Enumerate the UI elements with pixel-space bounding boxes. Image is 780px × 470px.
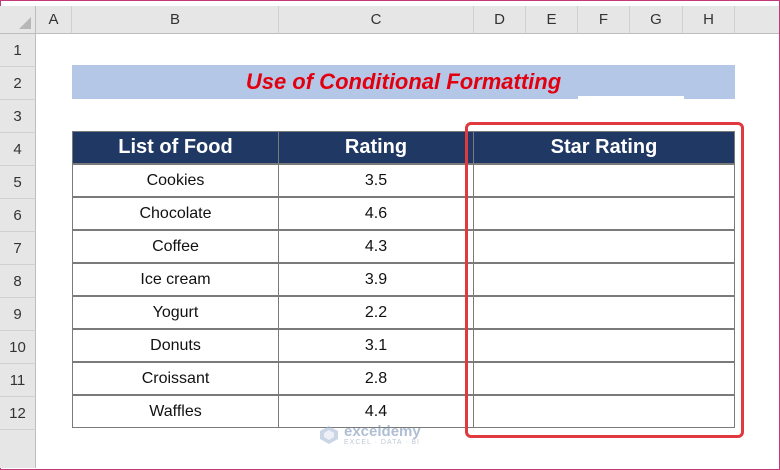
row-header-blank [0,430,36,468]
exceldemy-logo-icon [320,426,338,444]
watermark: exceldemy EXCEL · DATA · BI [318,424,421,446]
cell-rating[interactable]: 3.1 [278,329,474,362]
column-header-g[interactable]: G [630,6,683,34]
row-header-11[interactable]: 11 [0,364,36,397]
cell-star-rating[interactable] [473,197,735,230]
cell-food[interactable]: Chocolate [72,197,279,230]
watermark-tagline: EXCEL · DATA · BI [344,439,420,446]
title-banner-gap [578,96,684,99]
cell-food[interactable]: Cookies [72,164,279,197]
cell-star-rating[interactable] [473,263,735,296]
row-header-12[interactable]: 12 [0,397,36,430]
cell-rating[interactable]: 2.8 [278,362,474,395]
column-header-d[interactable]: D [474,6,526,34]
cell-rating[interactable]: 4.4 [278,395,474,428]
cell-star-rating[interactable] [473,362,735,395]
watermark-name: exceldemy [344,423,421,440]
row-header-2[interactable]: 2 [0,67,36,100]
cell-food[interactable]: Yogurt [72,296,279,329]
cell-star-rating[interactable] [473,164,735,197]
select-all-corner[interactable] [0,6,36,34]
header-rating[interactable]: Rating [278,131,474,164]
cell-rating[interactable]: 2.2 [278,296,474,329]
column-header-a[interactable]: A [36,6,72,34]
select-all-icon [19,17,31,29]
cell-food[interactable]: Donuts [72,329,279,362]
row-header-8[interactable]: 8 [0,265,36,298]
row-header-1[interactable]: 1 [0,34,36,67]
cell-star-rating[interactable] [473,296,735,329]
sheet-title[interactable]: Use of Conditional Formatting [72,65,735,99]
row-header-3[interactable]: 3 [0,100,36,133]
title-banner [72,65,735,99]
column-header-b[interactable]: B [72,6,279,34]
cell-rating[interactable]: 4.3 [278,230,474,263]
cell-rating[interactable]: 3.9 [278,263,474,296]
cell-food[interactable]: Coffee [72,230,279,263]
cell-star-rating[interactable] [473,395,735,428]
column-header-e[interactable]: E [526,6,578,34]
header-list-of-food[interactable]: List of Food [72,131,279,164]
row-header-6[interactable]: 6 [0,199,36,232]
row-header-5[interactable]: 5 [0,166,36,199]
cell-rating[interactable]: 4.6 [278,197,474,230]
row-header-7[interactable]: 7 [0,232,36,265]
row-header-9[interactable]: 9 [0,298,36,331]
column-header-f[interactable]: F [578,6,630,34]
column-header-h[interactable]: H [683,6,735,34]
cell-food[interactable]: Ice cream [72,263,279,296]
cell-food[interactable]: Waffles [72,395,279,428]
cell-star-rating[interactable] [473,329,735,362]
cell-rating[interactable]: 3.5 [278,164,474,197]
row-header-10[interactable]: 10 [0,331,36,364]
column-header-blank [735,6,779,34]
header-star-rating[interactable]: Star Rating [473,131,735,164]
cell-star-rating[interactable] [473,230,735,263]
sheet-title-text: Use of Conditional Formatting [245,69,562,94]
column-header-c[interactable]: C [279,6,474,34]
cell-food[interactable]: Croissant [72,362,279,395]
row-header-4[interactable]: 4 [0,133,36,166]
